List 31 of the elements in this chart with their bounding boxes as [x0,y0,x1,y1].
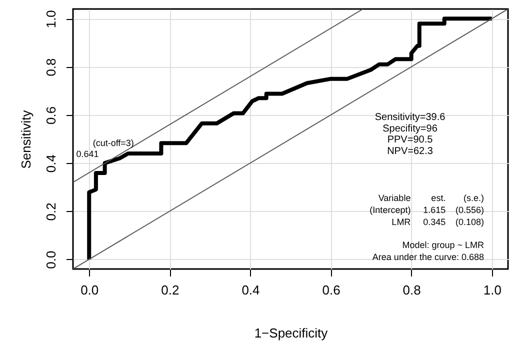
annotation: 0.641 [76,149,99,160]
annotation: Variable [378,193,411,203]
annotation: (0.556) [455,205,484,215]
y-tick-label: 0.0 [44,250,58,269]
x-tick-label: 0.2 [161,282,180,298]
x-tick-label: 0.8 [402,282,421,298]
x-tick-label: 0.0 [80,282,99,298]
y-tick-label: 0.8 [44,58,58,76]
annotation: PPV=90.5 [387,134,434,146]
annotation: NPV=62.3 [387,146,434,157]
annotation: (0.108) [455,217,484,227]
annotation: (cut-off=3) [92,138,134,148]
annotation: LMR [392,217,412,227]
x-tick-label: 0.4 [242,282,260,298]
y-axis-title: Sensitivity [18,110,34,169]
annotation: 0.345 [423,217,446,227]
annotation: Sensitivity=39.6 [374,112,446,123]
annotation: Specifity=96 [382,123,438,134]
y-tick-label: 0.2 [44,202,58,221]
annotation: 1.615 [423,205,446,215]
x-axis-title: 1−Specificity [254,326,328,340]
annotation: (Intercept) [370,205,411,215]
x-tick-label: 1.0 [483,282,502,298]
y-tick-label: 0.6 [44,106,58,124]
annotation: est. [431,193,446,203]
x-tick-label: 0.6 [322,282,340,298]
y-tick-label: 1.0 [44,10,58,28]
annotation: (s.e.) [463,193,484,203]
annotation: Area under the curve: 0.688 [372,252,484,262]
y-tick-label: 0.4 [44,154,58,173]
annotation: Model: group ~ LMR [402,240,484,250]
